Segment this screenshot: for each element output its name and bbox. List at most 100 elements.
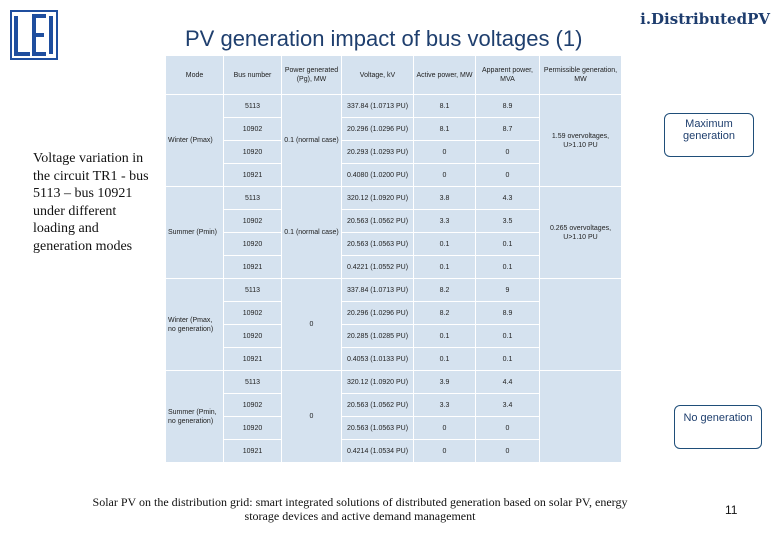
power-cell: 0 xyxy=(281,278,342,371)
active-power-cell: 0 xyxy=(413,163,476,187)
active-power-cell: 0 xyxy=(413,439,476,463)
apparent-power-cell: 0.1 xyxy=(475,347,540,371)
table-row: 10902 20.563 (1.0562 PU) 3.3 3.4 xyxy=(166,393,622,417)
table-row: 10902 20.563 (1.0562 PU) 3.3 3.5 xyxy=(166,209,622,233)
brand-label: i.DistributedPV xyxy=(640,10,770,28)
voltage-cell: 20.285 (1.0285 PU) xyxy=(341,324,414,348)
voltage-cell: 320.12 (1.0920 PU) xyxy=(341,370,414,394)
active-power-cell: 8.1 xyxy=(413,94,476,118)
apparent-power-cell: 0 xyxy=(475,140,540,164)
bus-cell: 10902 xyxy=(223,393,282,417)
bus-cell: 5113 xyxy=(223,186,282,210)
active-power-cell: 0.1 xyxy=(413,347,476,371)
bus-cell: 5113 xyxy=(223,278,282,302)
apparent-power-cell: 0 xyxy=(475,416,540,440)
voltage-cell: 20.563 (1.0563 PU) xyxy=(341,416,414,440)
voltage-cell: 20.563 (1.0563 PU) xyxy=(341,232,414,256)
mode-cell: Winter (Pmax) xyxy=(165,94,224,187)
active-power-cell: 3.8 xyxy=(413,186,476,210)
voltage-cell: 20.296 (1.0296 PU) xyxy=(341,117,414,141)
permissible-cell: 0.265 overvoltages, U>1.10 PU xyxy=(539,186,622,279)
callout-no-generation: No generation xyxy=(674,405,762,449)
active-power-cell: 3.3 xyxy=(413,393,476,417)
table-row: 10921 0.4053 (1.0133 PU) 0.1 0.1 xyxy=(166,347,622,371)
apparent-power-cell: 8.9 xyxy=(475,301,540,325)
bus-cell: 10921 xyxy=(223,163,282,187)
table-row: Winter (Pmax, no generation) 5113 0 337.84 … xyxy=(165,278,622,371)
voltage-cell: 337.84 (1.0713 PU) xyxy=(341,278,414,302)
bus-cell: 10902 xyxy=(223,117,282,141)
bus-cell: 10921 xyxy=(223,347,282,371)
bus-cell: 5113 xyxy=(223,94,282,118)
power-cell: 0.1 (normal case) xyxy=(281,94,342,187)
bus-cell: 10902 xyxy=(223,209,282,233)
voltage-cell: 337.84 (1.0713 PU) xyxy=(341,94,414,118)
bus-cell: 10921 xyxy=(223,255,282,279)
bus-cell: 10921 xyxy=(223,439,282,463)
voltage-cell: 0.4080 (1.0200 PU) xyxy=(341,163,414,187)
bus-cell: 10920 xyxy=(223,140,282,164)
apparent-power-cell: 0 xyxy=(475,163,540,187)
apparent-power-cell: 8.9 xyxy=(475,94,540,118)
voltage-cell: 20.293 (1.0293 PU) xyxy=(341,140,414,164)
table-header-row: Mode Bus number Power generated (Pg), MW… xyxy=(165,55,622,95)
apparent-power-cell: 0 xyxy=(475,439,540,463)
active-power-cell: 0.1 xyxy=(413,324,476,348)
page-title: PV generation impact of bus voltages (1) xyxy=(185,26,583,51)
apparent-power-cell: 3.4 xyxy=(475,393,540,417)
callout-max-generation: Maximum generation xyxy=(664,113,754,157)
active-power-cell: 3.9 xyxy=(413,370,476,394)
active-power-cell: 8.2 xyxy=(413,278,476,302)
table-row: 10920 20.293 (1.0293 PU) 0 0 xyxy=(166,140,622,164)
active-power-cell: 3.3 xyxy=(413,209,476,233)
mode-cell: Summer (Pmin) xyxy=(165,186,224,279)
header-power: Power generated (Pg), MW xyxy=(281,55,342,95)
voltage-table: Mode Bus number Power generated (Pg), MW… xyxy=(165,55,622,463)
apparent-power-cell: 9 xyxy=(475,278,540,302)
power-cell: 0.1 (normal case) xyxy=(281,186,342,279)
mode-cell: Summer (Pmin, no generation) xyxy=(165,370,224,463)
apparent-power-cell: 0.1 xyxy=(475,324,540,348)
active-power-cell: 8.2 xyxy=(413,301,476,325)
header-permissible: Permissible generation, MW xyxy=(539,55,622,95)
table-row: Winter (Pmax) 5113 0.1 (normal case) 337.84… xyxy=(165,94,622,187)
permissible-cell xyxy=(539,278,622,371)
active-power-cell: 8.1 xyxy=(413,117,476,141)
table-row: 10921 0.4221 (1.0552 PU) 0.1 0.1 xyxy=(166,255,622,279)
lei-logo-icon xyxy=(10,10,58,60)
footer-text: Solar PV on the distribution grid: smart… xyxy=(92,495,628,523)
header-mode: Mode xyxy=(165,55,224,95)
table-row: 10921 0.4080 (1.0200 PU) 0 0 xyxy=(166,163,622,187)
bus-cell: 10920 xyxy=(223,416,282,440)
voltage-cell: 0.4214 (1.0534 PU) xyxy=(341,439,414,463)
permissible-cell xyxy=(539,370,622,463)
bus-cell: 10920 xyxy=(223,324,282,348)
active-power-cell: 0.1 xyxy=(413,232,476,256)
voltage-cell: 0.4053 (1.0133 PU) xyxy=(341,347,414,371)
voltage-cell: 0.4221 (1.0552 PU) xyxy=(341,255,414,279)
apparent-power-cell: 4.3 xyxy=(475,186,540,210)
table-row: 10902 20.296 (1.0296 PU) 8.2 8.9 xyxy=(166,301,622,325)
permissible-cell: 1.59 overvoltages, U>1.10 PU xyxy=(539,94,622,187)
header-active: Active power, MW xyxy=(413,55,476,95)
voltage-cell: 20.296 (1.0296 PU) xyxy=(341,301,414,325)
side-description: Voltage variation in the circuit TR1 - b… xyxy=(33,151,149,254)
header-bus: Bus number xyxy=(223,55,282,95)
voltage-cell: 320.12 (1.0920 PU) xyxy=(341,186,414,210)
voltage-cell: 20.563 (1.0562 PU) xyxy=(341,393,414,417)
power-cell: 0 xyxy=(281,370,342,463)
table-row: Summer (Pmin) 5113 0.1 (normal case) 320.12… xyxy=(165,186,622,279)
active-power-cell: 0.1 xyxy=(413,255,476,279)
apparent-power-cell: 8.7 xyxy=(475,117,540,141)
apparent-power-cell: 4.4 xyxy=(475,370,540,394)
mode-cell: Winter (Pmax, no generation) xyxy=(165,278,224,371)
table-row: 10920 20.563 (1.0563 PU) 0 0 xyxy=(166,416,622,440)
header-voltage: Voltage, kV xyxy=(341,55,414,95)
active-power-cell: 0 xyxy=(413,140,476,164)
bus-cell: 5113 xyxy=(223,370,282,394)
apparent-power-cell: 3.5 xyxy=(475,209,540,233)
table-row: 10920 20.563 (1.0563 PU) 0.1 0.1 xyxy=(166,232,622,256)
apparent-power-cell: 0.1 xyxy=(475,232,540,256)
bus-cell: 10920 xyxy=(223,232,282,256)
voltage-cell: 20.563 (1.0562 PU) xyxy=(341,209,414,233)
